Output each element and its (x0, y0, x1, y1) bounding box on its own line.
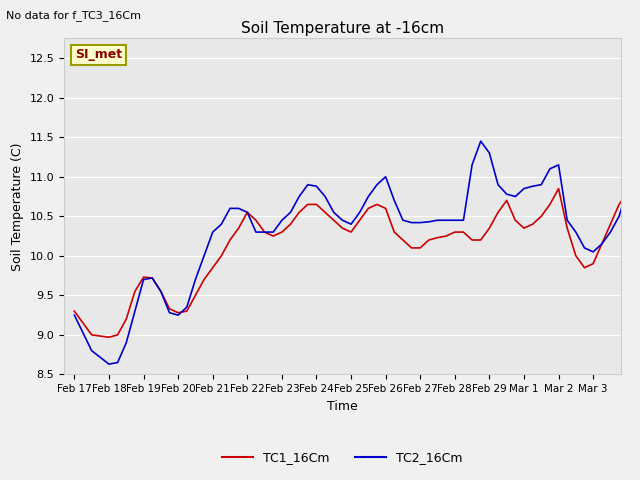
Text: No data for f_TC3_16Cm: No data for f_TC3_16Cm (6, 10, 141, 21)
Legend: TC1_16Cm, TC2_16Cm: TC1_16Cm, TC2_16Cm (217, 446, 468, 469)
TC1_16Cm (546, 202, 554, 207)
Title: Soil Temperature at -16cm: Soil Temperature at -16cm (241, 21, 444, 36)
TC1_16Cm (295, 209, 303, 215)
TC2_16Cm (191, 276, 199, 282)
TC2_16Cm (278, 217, 285, 223)
Line: TC1_16Cm: TC1_16Cm (74, 189, 640, 337)
TC1_16Cm (191, 292, 199, 298)
TC2_16Cm (70, 312, 78, 318)
TC2_16Cm (295, 193, 303, 199)
Y-axis label: Soil Temperature (C): Soil Temperature (C) (11, 142, 24, 271)
X-axis label: Time: Time (327, 400, 358, 413)
TC1_16Cm (70, 308, 78, 314)
TC2_16Cm (105, 361, 113, 367)
TC1_16Cm (555, 186, 563, 192)
TC1_16Cm (105, 335, 113, 340)
Text: SI_met: SI_met (75, 48, 122, 61)
Line: TC2_16Cm: TC2_16Cm (74, 70, 640, 364)
TC1_16Cm (278, 229, 285, 235)
